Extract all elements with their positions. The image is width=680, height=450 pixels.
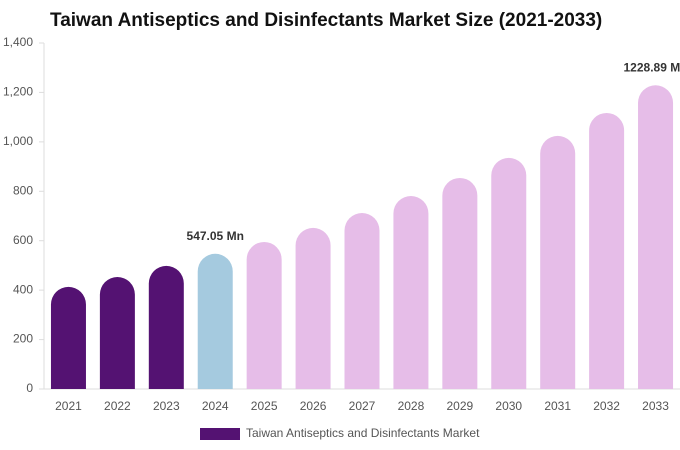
y-tick-label: 1,400: [3, 35, 33, 49]
x-tick-label: 2022: [104, 399, 131, 413]
bar: [197, 253, 233, 389]
x-tick-label: 2032: [593, 399, 620, 413]
y-tick-label: 600: [13, 233, 33, 247]
y-tick-label: 1,000: [3, 134, 33, 148]
y-tick-label: 400: [13, 282, 33, 296]
chart-title: Taiwan Antiseptics and Disinfectants Mar…: [50, 10, 602, 31]
value-label: 547.05 Mn: [187, 229, 244, 243]
legend-swatch: [200, 428, 240, 440]
bar: [246, 241, 282, 389]
bar: [344, 213, 380, 389]
x-tick-label: 2023: [153, 399, 180, 413]
x-tick-label: 2026: [300, 399, 327, 413]
y-tick-label: 800: [13, 183, 33, 197]
bar: [540, 135, 576, 389]
x-tick-label: 2024: [202, 399, 229, 413]
y-tick-label: 0: [26, 381, 33, 395]
bar: [99, 277, 135, 389]
x-tick-label: 2021: [55, 399, 82, 413]
bar: [589, 112, 625, 390]
bar: [295, 227, 331, 389]
x-tick-label: 2033: [642, 399, 669, 413]
x-tick-label: 2025: [251, 399, 278, 413]
bar: [50, 286, 86, 389]
bar: [442, 177, 478, 389]
bar: [393, 195, 429, 389]
y-tick-label: 1,200: [3, 85, 33, 99]
value-label: 1228.89 Mn: [624, 60, 680, 74]
bar: [148, 265, 184, 389]
legend-label: Taiwan Antiseptics and Disinfectants Mar…: [246, 426, 480, 440]
x-tick-label: 2028: [398, 399, 425, 413]
x-tick-label: 2029: [446, 399, 473, 413]
x-tick-label: 2031: [544, 399, 571, 413]
y-tick-label: 200: [13, 332, 33, 346]
x-tick-label: 2030: [495, 399, 522, 413]
bar: [491, 157, 527, 389]
bar: [638, 85, 674, 390]
x-tick-label: 2027: [349, 399, 376, 413]
